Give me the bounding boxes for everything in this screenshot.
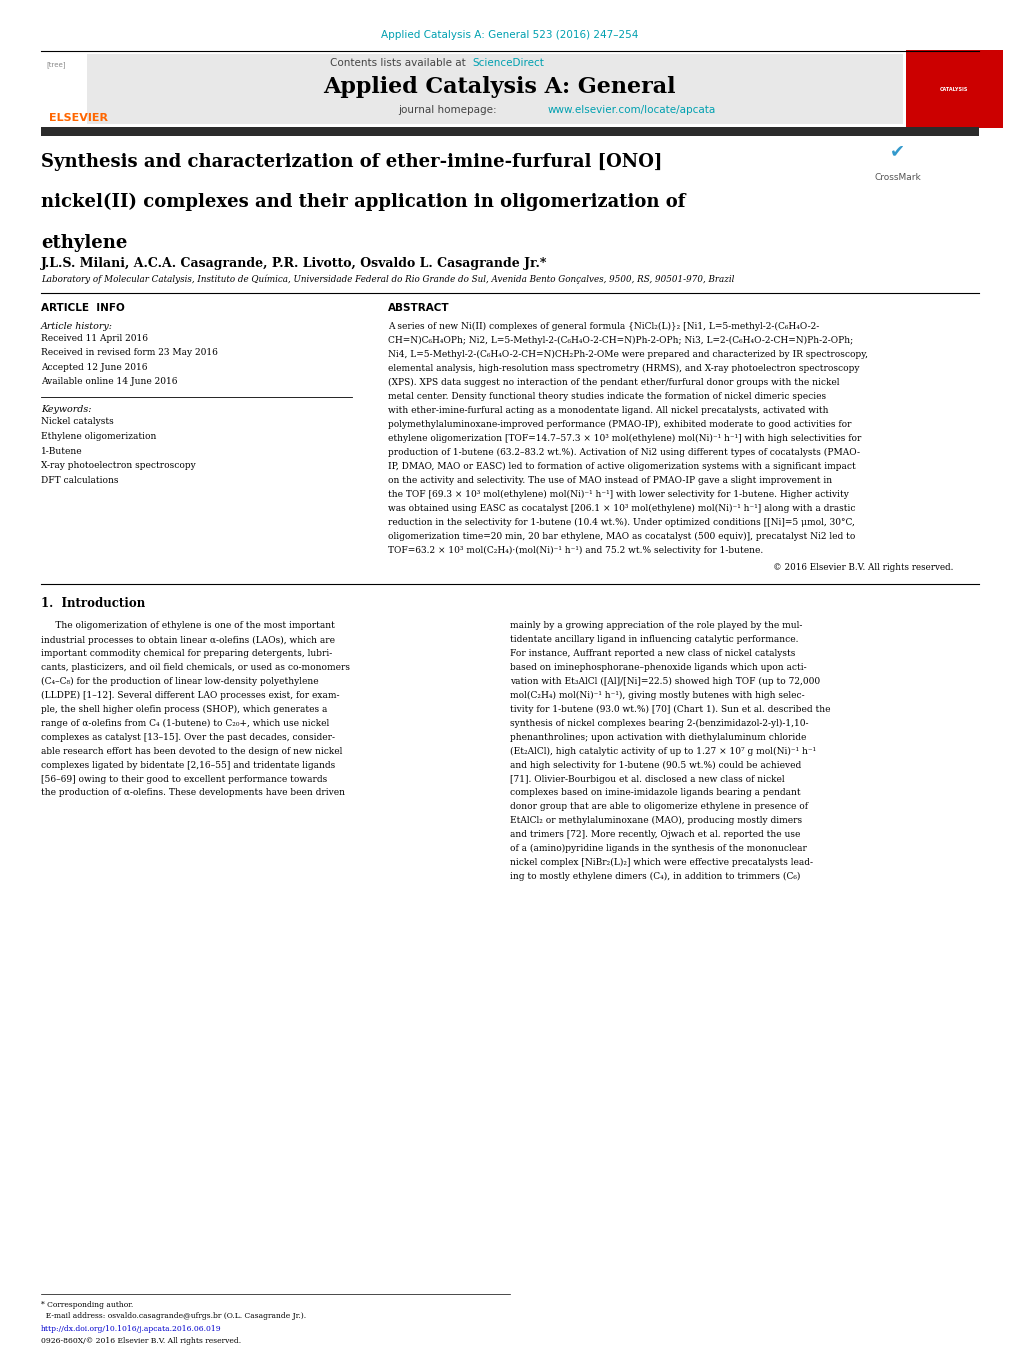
Text: based on iminephosphorane–phenoxide ligands which upon acti-: based on iminephosphorane–phenoxide liga… xyxy=(510,663,806,673)
Text: http://dx.doi.org/10.1016/j.apcata.2016.06.019: http://dx.doi.org/10.1016/j.apcata.2016.… xyxy=(41,1325,221,1333)
Text: (C₄–C₈) for the production of linear low-density polyethylene: (C₄–C₈) for the production of linear low… xyxy=(41,677,318,686)
Text: www.elsevier.com/locate/apcata: www.elsevier.com/locate/apcata xyxy=(547,105,715,115)
Text: (LLDPE) [1–12]. Several different LAO processes exist, for exam-: (LLDPE) [1–12]. Several different LAO pr… xyxy=(41,690,339,700)
Text: ELSEVIER: ELSEVIER xyxy=(49,113,108,123)
Text: ethylene: ethylene xyxy=(41,234,127,251)
Text: TOF=63.2 × 10³ mol(C₂H₄)·(mol(Ni)⁻¹ h⁻¹) and 75.2 wt.% selectivity for 1-butene.: TOF=63.2 × 10³ mol(C₂H₄)·(mol(Ni)⁻¹ h⁻¹)… xyxy=(387,546,762,555)
Text: Accepted 12 June 2016: Accepted 12 June 2016 xyxy=(41,363,147,372)
Text: For instance, Auffrant reported a new class of nickel catalysts: For instance, Auffrant reported a new cl… xyxy=(510,650,795,658)
Text: the production of α-olefins. These developments have been driven: the production of α-olefins. These devel… xyxy=(41,789,344,797)
Text: Available online 14 June 2016: Available online 14 June 2016 xyxy=(41,377,177,386)
Text: Received in revised form 23 May 2016: Received in revised form 23 May 2016 xyxy=(41,349,217,357)
Text: of a (amino)pyridine ligands in the synthesis of the mononuclear: of a (amino)pyridine ligands in the synt… xyxy=(510,844,806,854)
Text: Article history:: Article history: xyxy=(41,322,113,331)
Text: * Corresponding author.: * Corresponding author. xyxy=(41,1301,132,1309)
Text: Laboratory of Molecular Catalysis, Instituto de Química, Universidade Federal do: Laboratory of Molecular Catalysis, Insti… xyxy=(41,274,734,284)
Text: Synthesis and characterization of ether-imine-furfural [ONO]: Synthesis and characterization of ether-… xyxy=(41,153,661,170)
Text: Ethylene oligomerization: Ethylene oligomerization xyxy=(41,432,156,440)
Text: polymethylaluminoxane-improved performance (PMAO-IP), exhibited moderate to good: polymethylaluminoxane-improved performan… xyxy=(387,420,850,430)
Text: mol(C₂H₄) mol(Ni)⁻¹ h⁻¹), giving mostly butenes with high selec-: mol(C₂H₄) mol(Ni)⁻¹ h⁻¹), giving mostly … xyxy=(510,690,804,700)
Text: 1.  Introduction: 1. Introduction xyxy=(41,597,145,611)
Text: metal center. Density functional theory studies indicate the formation of nickel: metal center. Density functional theory … xyxy=(387,392,825,401)
Text: IP, DMAO, MAO or EASC) led to formation of active oligomerization systems with a: IP, DMAO, MAO or EASC) led to formation … xyxy=(387,462,855,471)
FancyBboxPatch shape xyxy=(87,54,902,124)
Text: ScienceDirect: ScienceDirect xyxy=(472,58,543,68)
Text: (XPS). XPS data suggest no interaction of the pendant ether/furfural donor group: (XPS). XPS data suggest no interaction o… xyxy=(387,378,839,386)
Text: Applied Catalysis A: General 523 (2016) 247–254: Applied Catalysis A: General 523 (2016) … xyxy=(381,30,638,39)
Text: range of α-olefins from C₄ (1-butene) to C₂₀+, which use nickel: range of α-olefins from C₄ (1-butene) to… xyxy=(41,719,329,728)
Text: X-ray photoelectron spectroscopy: X-ray photoelectron spectroscopy xyxy=(41,461,196,470)
Text: and high selectivity for 1-butene (90.5 wt.%) could be achieved: and high selectivity for 1-butene (90.5 … xyxy=(510,761,801,770)
FancyBboxPatch shape xyxy=(905,50,1002,128)
Text: vation with Et₃AlCl ([Al]/[Ni]=22.5) showed high TOF (up to 72,000: vation with Et₃AlCl ([Al]/[Ni]=22.5) sho… xyxy=(510,677,819,686)
Text: CrossMark: CrossMark xyxy=(873,173,920,182)
Text: important commodity chemical for preparing detergents, lubri-: important commodity chemical for prepari… xyxy=(41,650,332,658)
Text: Contents lists available at: Contents lists available at xyxy=(330,58,469,68)
Text: complexes based on imine-imidazole ligands bearing a pendant: complexes based on imine-imidazole ligan… xyxy=(510,789,800,797)
Text: complexes ligated by bidentate [2,16–55] and tridentate ligands: complexes ligated by bidentate [2,16–55]… xyxy=(41,761,334,770)
Text: © 2016 Elsevier B.V. All rights reserved.: © 2016 Elsevier B.V. All rights reserved… xyxy=(772,563,953,571)
Text: Keywords:: Keywords: xyxy=(41,405,92,415)
Text: ✔: ✔ xyxy=(890,142,904,161)
Text: industrial processes to obtain linear α-olefins (LAOs), which are: industrial processes to obtain linear α-… xyxy=(41,635,334,644)
Text: 1-Butene: 1-Butene xyxy=(41,447,83,455)
Text: [tree]: [tree] xyxy=(46,62,66,68)
Text: ABSTRACT: ABSTRACT xyxy=(387,303,448,312)
Text: The oligomerization of ethylene is one of the most important: The oligomerization of ethylene is one o… xyxy=(41,621,334,631)
Text: the TOF [69.3 × 10³ mol(ethylene) mol(Ni)⁻¹ h⁻¹] with lower selectivity for 1-bu: the TOF [69.3 × 10³ mol(ethylene) mol(Ni… xyxy=(387,490,848,500)
Text: was obtained using EASC as cocatalyst [206.1 × 10³ mol(ethylene) mol(Ni)⁻¹ h⁻¹] : was obtained using EASC as cocatalyst [2… xyxy=(387,504,854,513)
Text: ARTICLE  INFO: ARTICLE INFO xyxy=(41,303,124,312)
Text: E-mail address: osvaldo.casagrande@ufrgs.br (O.L. Casagrande Jr.).: E-mail address: osvaldo.casagrande@ufrgs… xyxy=(41,1312,306,1320)
Text: complexes as catalyst [13–15]. Over the past decades, consider-: complexes as catalyst [13–15]. Over the … xyxy=(41,732,334,742)
Text: nickel(II) complexes and their application in oligomerization of: nickel(II) complexes and their applicati… xyxy=(41,193,685,212)
Text: Applied Catalysis A: General: Applied Catalysis A: General xyxy=(323,76,676,97)
Text: CH=N)C₆H₄OPh; Ni2, L=5-Methyl-2-(C₆H₄O-2-CH=N)Ph-2-OPh; Ni3, L=2-(C₆H₄O-2-CH=N)P: CH=N)C₆H₄OPh; Ni2, L=5-Methyl-2-(C₆H₄O-2… xyxy=(387,335,852,345)
Text: Received 11 April 2016: Received 11 April 2016 xyxy=(41,334,148,343)
Text: production of 1-butene (63.2–83.2 wt.%). Activation of Ni2 using different types: production of 1-butene (63.2–83.2 wt.%).… xyxy=(387,449,859,457)
Text: EtAlCl₂ or methylaluminoxane (MAO), producing mostly dimers: EtAlCl₂ or methylaluminoxane (MAO), prod… xyxy=(510,816,801,825)
Text: (Et₂AlCl), high catalytic activity of up to 1.27 × 10⁷ g mol(Ni)⁻¹ h⁻¹: (Et₂AlCl), high catalytic activity of up… xyxy=(510,747,815,755)
Text: synthesis of nickel complexes bearing 2-(benzimidazol-2-yl)-1,10-: synthesis of nickel complexes bearing 2-… xyxy=(510,719,808,728)
FancyBboxPatch shape xyxy=(41,127,978,136)
Text: CATALYSIS: CATALYSIS xyxy=(938,86,967,92)
Text: elemental analysis, high-resolution mass spectrometry (HRMS), and X-ray photoele: elemental analysis, high-resolution mass… xyxy=(387,363,858,373)
Text: oligomerization time=20 min, 20 bar ethylene, MAO as cocatalyst (500 equiv)], pr: oligomerization time=20 min, 20 bar ethy… xyxy=(387,532,854,542)
Text: mainly by a growing appreciation of the role played by the mul-: mainly by a growing appreciation of the … xyxy=(510,621,802,631)
Text: [71]. Olivier-Bourbigou et al. disclosed a new class of nickel: [71]. Olivier-Bourbigou et al. disclosed… xyxy=(510,774,784,784)
Text: DFT calculations: DFT calculations xyxy=(41,476,118,485)
Text: Nickel catalysts: Nickel catalysts xyxy=(41,417,113,427)
Text: ple, the shell higher olefin process (SHOP), which generates a: ple, the shell higher olefin process (SH… xyxy=(41,705,327,715)
Text: [56–69] owing to their good to excellent performance towards: [56–69] owing to their good to excellent… xyxy=(41,774,327,784)
Text: ing to mostly ethylene dimers (C₄), in addition to trimmers (C₆): ing to mostly ethylene dimers (C₄), in a… xyxy=(510,871,800,881)
Text: Ni4, L=5-Methyl-2-(C₆H₄O-2-CH=N)CH₂Ph-2-OMe were prepared and characterized by I: Ni4, L=5-Methyl-2-(C₆H₄O-2-CH=N)CH₂Ph-2-… xyxy=(387,350,867,359)
Text: cants, plasticizers, and oil field chemicals, or used as co-monomers: cants, plasticizers, and oil field chemi… xyxy=(41,663,350,673)
Text: nickel complex [NiBr₂(L)₂] which were effective precatalysts lead-: nickel complex [NiBr₂(L)₂] which were ef… xyxy=(510,858,812,867)
Text: J.L.S. Milani, A.C.A. Casagrande, P.R. Livotto, Osvaldo L. Casagrande Jr.*: J.L.S. Milani, A.C.A. Casagrande, P.R. L… xyxy=(41,257,546,270)
Text: able research effort has been devoted to the design of new nickel: able research effort has been devoted to… xyxy=(41,747,341,755)
Text: with ether-imine-furfural acting as a monodentate ligand. All nickel precatalyst: with ether-imine-furfural acting as a mo… xyxy=(387,405,827,415)
Text: 0926-860X/© 2016 Elsevier B.V. All rights reserved.: 0926-860X/© 2016 Elsevier B.V. All right… xyxy=(41,1337,240,1346)
Text: ethylene oligomerization [TOF=14.7–57.3 × 10³ mol(ethylene) mol(Ni)⁻¹ h⁻¹] with : ethylene oligomerization [TOF=14.7–57.3 … xyxy=(387,434,860,443)
Text: on the activity and selectivity. The use of MAO instead of PMAO-IP gave a slight: on the activity and selectivity. The use… xyxy=(387,476,830,485)
Text: and trimers [72]. More recently, Ojwach et al. reported the use: and trimers [72]. More recently, Ojwach … xyxy=(510,830,800,839)
Text: A series of new Ni(II) complexes of general formula {NiCl₂(L)}₂ [Ni1, L=5-methyl: A series of new Ni(II) complexes of gene… xyxy=(387,322,818,331)
Text: phenanthrolines; upon activation with diethylaluminum chloride: phenanthrolines; upon activation with di… xyxy=(510,732,806,742)
Text: donor group that are able to oligomerize ethylene in presence of: donor group that are able to oligomerize… xyxy=(510,802,807,812)
Text: tivity for 1-butene (93.0 wt.%) [70] (Chart 1). Sun et al. described the: tivity for 1-butene (93.0 wt.%) [70] (Ch… xyxy=(510,705,829,715)
Text: reduction in the selectivity for 1-butene (10.4 wt.%). Under optimized condition: reduction in the selectivity for 1-buten… xyxy=(387,519,854,527)
Text: tidentate ancillary ligand in influencing catalytic performance.: tidentate ancillary ligand in influencin… xyxy=(510,635,798,644)
Text: journal homepage:: journal homepage: xyxy=(397,105,499,115)
